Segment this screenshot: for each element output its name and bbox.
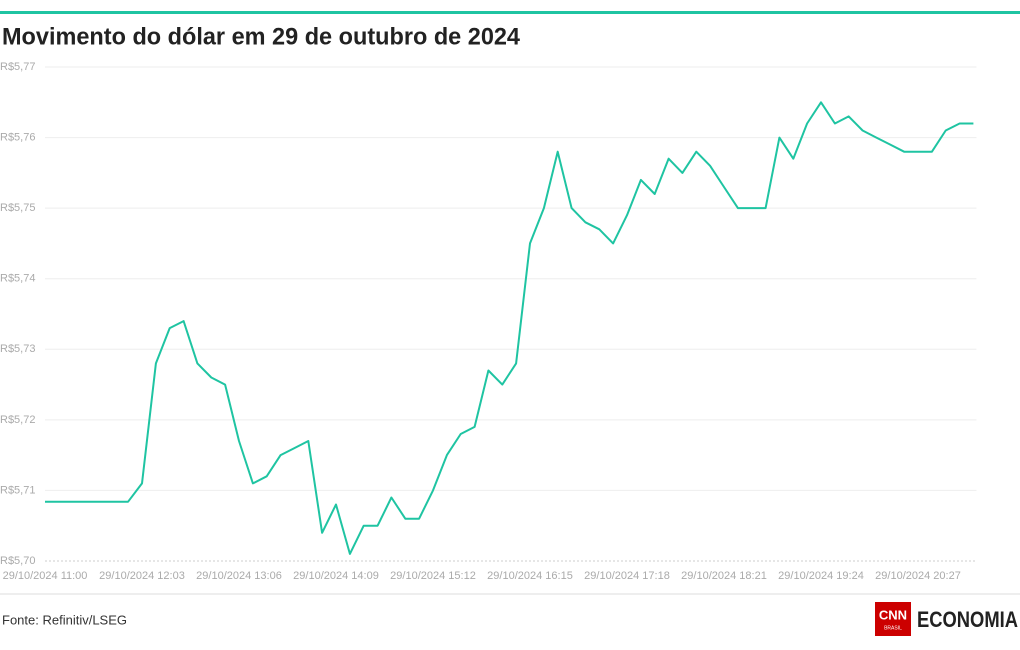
- x-tick-label: 29/10/2024 17:18: [584, 570, 670, 582]
- x-tick-label: 29/10/2024 16:15: [487, 570, 573, 582]
- x-tick-label: 29/10/2024 14:09: [293, 570, 379, 582]
- y-tick-label: R$5,75: [0, 202, 35, 214]
- line: [45, 101, 974, 555]
- top-bar: [0, 11, 1020, 14]
- x-tick-label: 29/10/2024 11:00: [3, 570, 88, 582]
- logo-badge: [875, 602, 911, 636]
- x-tick-label: 29/10/2024 19:24: [778, 570, 864, 582]
- logo-badge-text: CNN: [879, 607, 907, 622]
- logo-badge-sub: BRASIL: [884, 625, 902, 631]
- source: Fonte: Refinitiv/LSEG: [2, 612, 127, 627]
- x-tick-label: 29/10/2024 15:12: [390, 570, 476, 582]
- y-tick-label: R$5,70: [0, 555, 35, 567]
- y-tick-label: R$5,77: [0, 61, 35, 73]
- y-tick-label: R$5,76: [0, 131, 35, 143]
- y-tick-label: R$5,72: [0, 414, 35, 426]
- y-tick-label: R$5,73: [0, 343, 35, 355]
- x-tick-label: 29/10/2024 13:06: [196, 570, 282, 582]
- x-tick-label: 29/10/2024 18:21: [681, 570, 767, 582]
- logo-text: ECONOMIA: [917, 607, 1018, 632]
- x-tick-label: 29/10/2024 20:27: [875, 570, 961, 582]
- chart-title: Movimento do dólar em 29 de outubro de 2…: [2, 23, 521, 50]
- y-tick-label: R$5,71: [0, 484, 35, 496]
- y-tick-label: R$5,74: [0, 273, 35, 285]
- x-tick-label: 29/10/2024 12:03: [99, 570, 185, 582]
